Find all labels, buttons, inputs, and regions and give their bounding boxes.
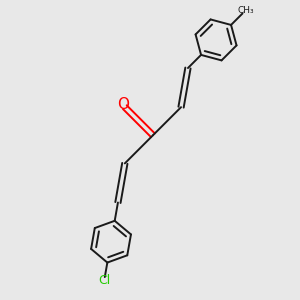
Text: Cl: Cl	[98, 274, 110, 287]
Text: CH₃: CH₃	[237, 6, 254, 15]
Text: O: O	[117, 97, 129, 112]
